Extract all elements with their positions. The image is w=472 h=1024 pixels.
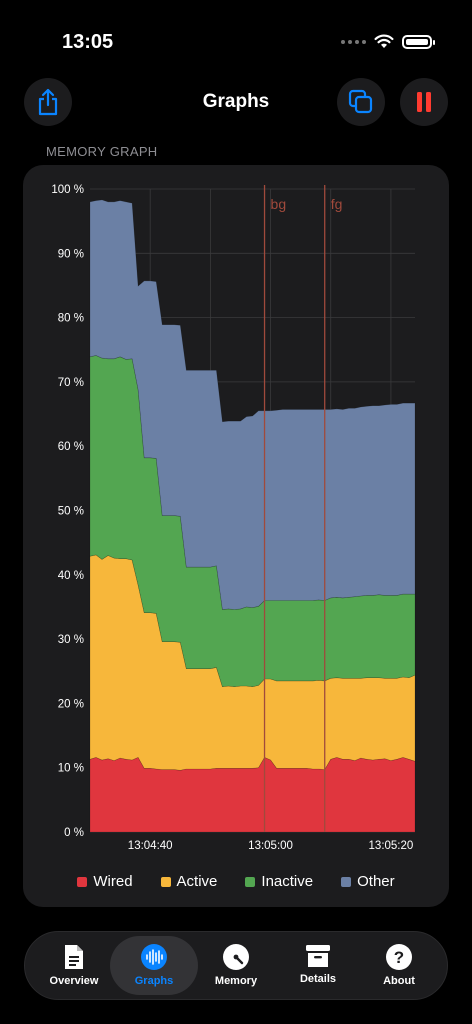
chart-legend: Wired Active Inactive Other bbox=[23, 873, 449, 890]
legend-label: Other bbox=[357, 873, 395, 890]
legend-swatch-other bbox=[341, 876, 352, 887]
legend-swatch-active bbox=[160, 876, 171, 887]
archivebox-icon bbox=[306, 945, 330, 967]
status-time: 13:05 bbox=[62, 31, 114, 53]
legend-item-inactive: Inactive bbox=[245, 873, 313, 890]
legend-label: Inactive bbox=[261, 873, 314, 890]
tab-label: Overview bbox=[49, 975, 99, 987]
document-icon bbox=[65, 945, 83, 969]
pause-button[interactable] bbox=[400, 78, 448, 126]
x-tick-label: 13:04:40 bbox=[128, 840, 173, 852]
y-tick-label: 20 % bbox=[58, 698, 84, 710]
legend-label: Wired bbox=[93, 873, 133, 890]
legend-item-other: Other bbox=[341, 873, 395, 890]
y-tick-label: 60 % bbox=[58, 441, 84, 453]
legend-swatch-wired bbox=[77, 876, 88, 887]
battery-icon bbox=[402, 34, 435, 49]
y-tick-label: 40 % bbox=[58, 570, 84, 582]
memory-graph-chart: 0 % 10 % 20 % 30 % 40 % 50 % 60 % 70 % 80 % 90 % 1… bbox=[51, 184, 416, 852]
question-icon: ? bbox=[386, 944, 412, 970]
waveform-icon bbox=[141, 944, 167, 970]
tab-overview[interactable]: Overview bbox=[30, 936, 118, 995]
y-tick-label: 70 % bbox=[58, 377, 84, 389]
y-tick-label: 30 % bbox=[58, 634, 84, 646]
tab-bar: Overview Graphs Memory bbox=[24, 931, 448, 1000]
copy-icon bbox=[348, 89, 373, 114]
tab-label: Graphs bbox=[134, 975, 174, 987]
tab-label: Details bbox=[299, 973, 337, 985]
tab-details[interactable]: Details bbox=[274, 936, 362, 995]
cellular-signal-icon bbox=[341, 39, 366, 44]
tab-graphs[interactable]: Graphs bbox=[110, 936, 198, 995]
copy-button[interactable] bbox=[337, 78, 385, 126]
y-tick-label: 0 % bbox=[64, 827, 84, 839]
event-marker-label: fg bbox=[331, 196, 343, 212]
memory-graph-card: 0 % 10 % 20 % 30 % 40 % 50 % 60 % 70 % 80 % 90 % 1… bbox=[23, 165, 449, 907]
area-series-other bbox=[89, 199, 416, 610]
legend-swatch-inactive bbox=[245, 876, 256, 887]
tab-about[interactable]: ? About bbox=[355, 936, 443, 995]
x-tick-label: 13:05:20 bbox=[369, 840, 414, 852]
y-tick-label: 90 % bbox=[58, 248, 84, 260]
tab-label: About bbox=[383, 975, 415, 987]
y-tick-label: 100 % bbox=[51, 184, 84, 196]
legend-label: Active bbox=[176, 873, 218, 890]
page-title: Graphs bbox=[202, 91, 270, 112]
y-tick-label: 10 % bbox=[58, 763, 84, 775]
section-label: MEMORY GRAPH bbox=[46, 144, 158, 159]
legend-item-wired: Wired bbox=[77, 873, 133, 890]
event-marker-label: bg bbox=[271, 196, 287, 212]
pause-icon bbox=[417, 92, 431, 112]
tab-label: Memory bbox=[214, 975, 258, 987]
wifi-icon bbox=[374, 34, 394, 48]
tab-memory[interactable]: Memory bbox=[192, 936, 280, 995]
legend-item-active: Active bbox=[160, 873, 218, 890]
gauge-icon bbox=[223, 944, 249, 970]
status-icons bbox=[341, 34, 435, 49]
share-icon bbox=[38, 88, 58, 116]
y-tick-label: 80 % bbox=[58, 313, 84, 325]
x-tick-label: 13:05:00 bbox=[248, 840, 293, 852]
y-tick-label: 50 % bbox=[58, 506, 84, 518]
svg-text:?: ? bbox=[394, 948, 404, 967]
share-button[interactable] bbox=[24, 78, 72, 126]
